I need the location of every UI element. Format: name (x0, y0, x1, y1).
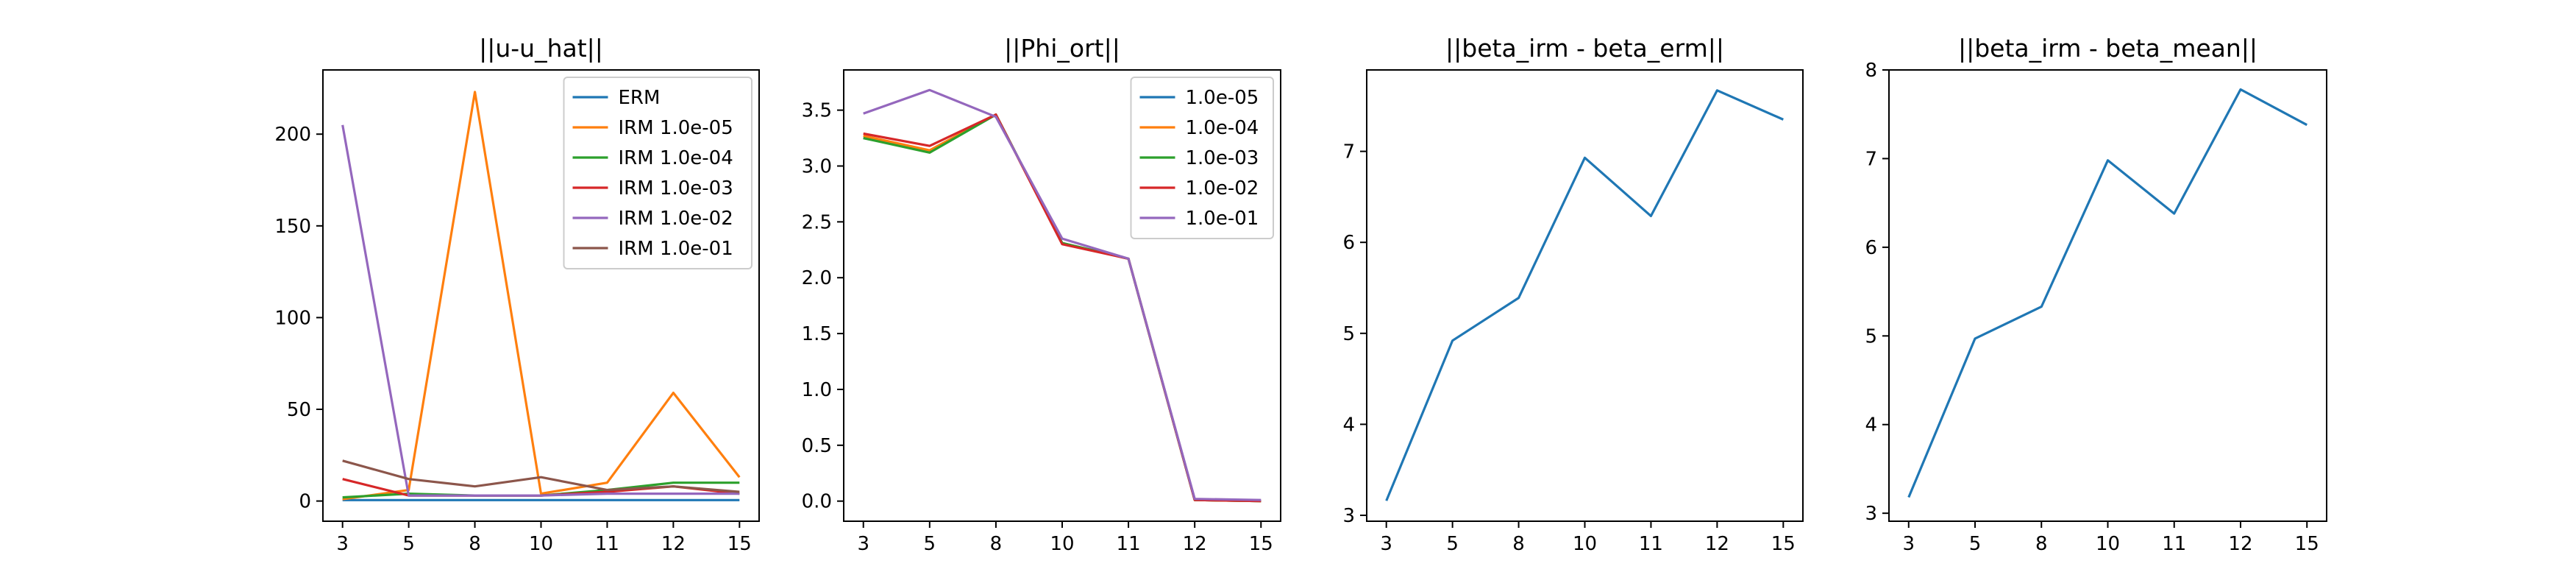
x-tick-label: 12 (1705, 533, 1729, 555)
y-tick-label: 150 (274, 216, 311, 238)
legend-entry: ERM (619, 87, 661, 109)
legend-entry: 1.0e-02 (1186, 177, 1259, 200)
legend-entry: 1.0e-01 (1186, 208, 1259, 230)
y-tick-label: 0.0 (802, 491, 832, 513)
x-tick-label: 12 (2228, 533, 2252, 555)
y-tick-label: 5 (1865, 325, 1877, 347)
x-tick-label: 11 (2162, 533, 2186, 555)
legend-entry: 1.0e-03 (1186, 147, 1259, 169)
axes-frame (1366, 69, 1804, 522)
chart-2: ||Phi_ort|| 3 5 8 10 11 12 15 0.0 0.5 1.0 1.5 2.0 2.5… (802, 34, 1281, 555)
y-tick-label: 2.0 (802, 267, 832, 289)
x-tick-label: 10 (1050, 533, 1074, 555)
x-tick-label: 3 (1380, 533, 1392, 555)
y-tick-label: 3 (1342, 505, 1355, 527)
x-tick-label: 15 (1249, 533, 1273, 555)
legend-entry: IRM 1.0e-02 (619, 208, 733, 230)
legend-box (1130, 77, 1274, 239)
chart-title: ||Phi_ort|| (1004, 34, 1120, 63)
series-line-6 (342, 459, 740, 493)
y-tick-label: 4 (1865, 414, 1877, 437)
y-tick-label: 7 (1342, 141, 1355, 163)
legend-entry: IRM 1.0e-03 (619, 177, 733, 200)
x-tick-label: 10 (1573, 533, 1597, 555)
y-tick-label: 3.5 (802, 100, 832, 122)
y-tick-label: 3 (1865, 503, 1877, 525)
legend: ERM IRM 1.0e-05 IRM 1.0e-04 IRM 1.0e-03 IRM … (563, 77, 752, 269)
chart-title: ||u-u_hat|| (479, 34, 603, 63)
x-tick-label: 11 (1117, 533, 1141, 555)
y-tick-label: 2.5 (802, 211, 832, 233)
x-tick-label: 15 (1771, 533, 1796, 555)
series-line-1 (1385, 89, 1784, 501)
chart-3: ||beta_irm - beta_erm|| 3 5 8 10 11 12 15 3 4 5 6 7 (1342, 34, 1804, 555)
chart-1: ||u-u_hat||3 5 8 10 11 12 15050100150200ERMIRM… (274, 34, 760, 555)
x-tick-label: 15 (2295, 533, 2319, 555)
x-tick-label: 3 (336, 533, 349, 555)
y-tick-label: 100 (274, 307, 311, 329)
y-tick-label: 8 (1865, 60, 1877, 82)
y-tick-label: 200 (274, 124, 311, 146)
x-tick-label: 12 (661, 533, 686, 555)
series-line-5 (863, 88, 1262, 501)
x-tick-label: 8 (990, 533, 1003, 555)
x-tick-label: 8 (1512, 533, 1525, 555)
series-line-5 (341, 124, 740, 497)
x-tick-label: 3 (1903, 533, 1915, 555)
x-tick-label: 5 (1446, 533, 1459, 555)
y-tick-label: 4 (1342, 414, 1355, 436)
chart-title: ||beta_irm - beta_erm|| (1445, 34, 1724, 63)
legend-entry: IRM 1.0e-01 (619, 238, 733, 260)
x-tick-label: 5 (1969, 533, 1982, 555)
y-tick-label: 6 (1865, 237, 1877, 259)
legend-box (563, 77, 752, 269)
series-line-1 (1907, 88, 2308, 498)
y-tick-label: 3.0 (802, 155, 832, 177)
x-tick-label: 12 (1183, 533, 1207, 555)
y-tick-label: 1.0 (802, 379, 832, 401)
y-tick-label: 1.5 (802, 323, 832, 345)
axes-frame (1888, 69, 2327, 522)
y-tick-label: 0.5 (802, 435, 832, 457)
chart-4: ||beta_irm - beta_mean|| 3 5 8 10 11 12 15 3 4 5 6 7… (1865, 34, 2327, 555)
y-tick-label: 7 (1865, 148, 1877, 170)
y-tick-label: 5 (1342, 323, 1355, 345)
chart-title: ||beta_irm - beta_mean|| (1958, 34, 2257, 63)
x-tick-label: 10 (2096, 533, 2120, 555)
x-tick-label: 8 (2035, 533, 2048, 555)
x-tick-label: 5 (924, 533, 936, 555)
x-tick-label: 8 (469, 533, 481, 555)
y-tick-label: 0 (299, 491, 311, 513)
y-tick-label: 50 (287, 399, 311, 421)
x-tick-label: 5 (402, 533, 415, 555)
legend-entry: IRM 1.0e-04 (619, 147, 733, 169)
legend-entry: 1.0e-04 (1186, 117, 1259, 139)
legend-entry: IRM 1.0e-05 (619, 117, 733, 139)
legend-entry: 1.0e-05 (1186, 87, 1259, 109)
x-tick-label: 11 (1639, 533, 1663, 555)
x-tick-label: 10 (529, 533, 553, 555)
y-tick-label: 6 (1342, 232, 1355, 254)
x-tick-label: 3 (857, 533, 869, 555)
x-tick-label: 11 (595, 533, 619, 555)
legend: 1.0e-05 1.0e-04 1.0e-03 1.0e-02 1.0e-01 (1130, 77, 1274, 239)
x-tick-label: 15 (727, 533, 752, 555)
